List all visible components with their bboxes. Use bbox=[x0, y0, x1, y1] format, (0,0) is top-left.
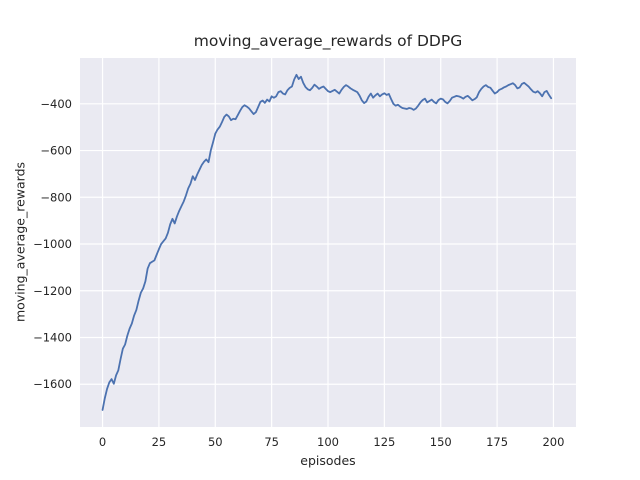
x-tick-label: 150 bbox=[430, 435, 452, 449]
y-tick-label: −600 bbox=[40, 144, 72, 158]
y-axis-label: moving_average_rewards bbox=[12, 161, 28, 323]
x-tick-label: 50 bbox=[208, 435, 223, 449]
y-tick-label: −1600 bbox=[33, 377, 72, 391]
chart-title: moving_average_rewards of DDPG bbox=[193, 32, 463, 50]
y-tick-label: −1400 bbox=[33, 330, 72, 344]
y-tick-label: −1000 bbox=[33, 237, 72, 251]
y-tick-label: −800 bbox=[40, 190, 72, 204]
x-tick-label: 200 bbox=[542, 435, 564, 449]
y-tick-label: −400 bbox=[40, 97, 72, 111]
x-tick-label: 75 bbox=[264, 435, 279, 449]
x-tick-label: 0 bbox=[99, 435, 106, 449]
x-tick-label: 175 bbox=[486, 435, 508, 449]
y-tick-label: −1200 bbox=[33, 284, 72, 298]
x-tick-label: 100 bbox=[317, 435, 339, 449]
x-tick-label: 125 bbox=[373, 435, 395, 449]
x-axis-label: episodes bbox=[300, 453, 356, 468]
x-tick-label: 25 bbox=[152, 435, 167, 449]
series-line bbox=[101, 73, 553, 411]
